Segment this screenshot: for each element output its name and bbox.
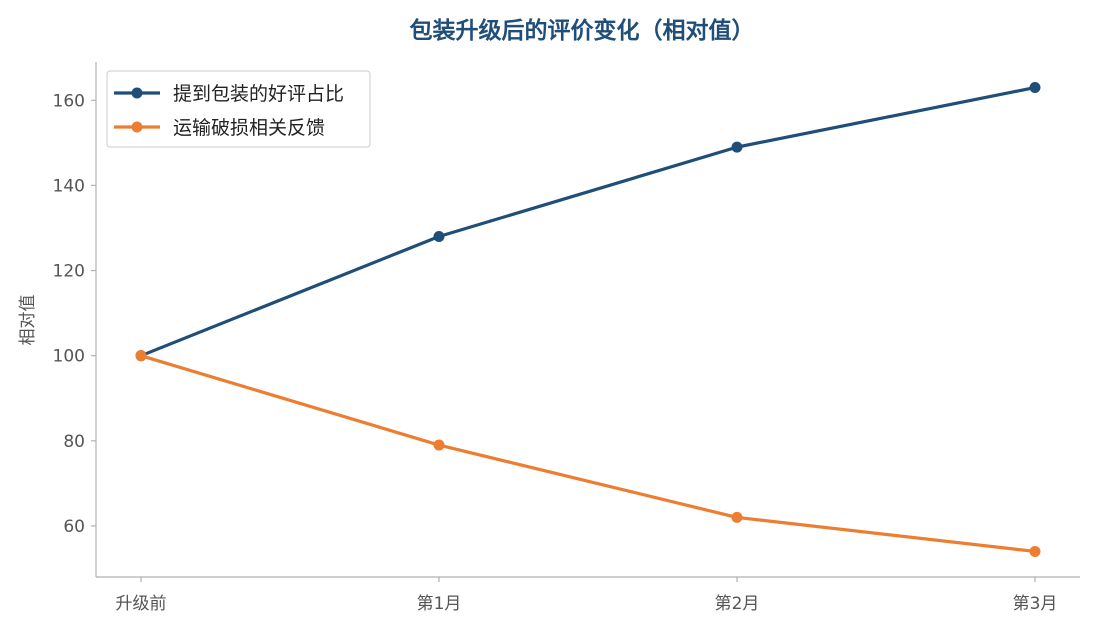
y-tick-label: 160: [53, 91, 85, 111]
data-point: [1029, 545, 1041, 557]
legend-label: 提到包装的好评占比: [173, 83, 344, 105]
y-tick-label: 80: [63, 432, 85, 452]
series-layer: [135, 82, 1041, 557]
legend-label: 运输破损相关反馈: [173, 117, 325, 139]
x-tick-label: 升级前: [116, 594, 167, 614]
legend-swatch-marker: [131, 87, 143, 99]
x-tick-label: 第1月: [417, 594, 462, 614]
chart-title: 包装升级后的评价变化（相对值）: [410, 17, 755, 44]
data-point: [135, 350, 147, 362]
y-tick-label: 120: [53, 262, 85, 282]
series-line: [139, 354, 1037, 554]
legend-box: [106, 70, 371, 148]
y-axis-ticks: 60 80 100 120 140 160: [53, 91, 96, 537]
data-point: [1029, 82, 1041, 94]
legend-item: 运输破损相关反馈: [114, 117, 325, 139]
x-axis-ticks: 升级前 第1月 第2月 第3月: [116, 577, 1058, 614]
y-axis-label: 相对值: [18, 295, 38, 346]
legend-swatch-marker: [131, 121, 143, 133]
y-tick-label: 60: [63, 517, 85, 537]
x-tick-label: 第2月: [715, 594, 760, 614]
legend-item: 提到包装的好评占比: [114, 83, 344, 105]
series-2: [135, 350, 1041, 557]
y-tick-label: 100: [53, 347, 85, 367]
data-point: [433, 231, 445, 243]
series-line: [139, 85, 1037, 358]
x-tick-label: 第3月: [1013, 594, 1058, 614]
data-point: [731, 511, 743, 523]
data-point: [433, 439, 445, 451]
y-tick-label: 140: [53, 176, 85, 196]
data-point: [731, 141, 743, 153]
axes: [95, 62, 1080, 578]
